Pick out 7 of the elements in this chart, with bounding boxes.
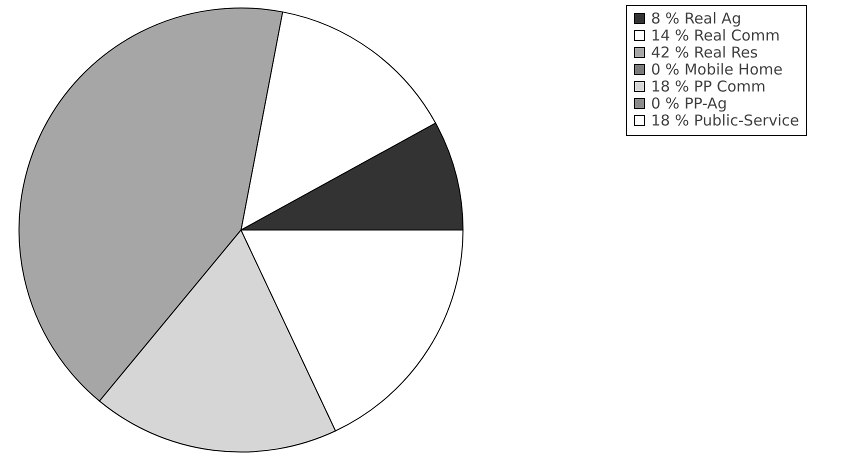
legend-label: 14 % Real Comm (651, 26, 780, 44)
legend-label: 8 % Real Ag (651, 10, 742, 28)
legend-label: 18 % PP Comm (651, 78, 766, 96)
legend-label: 18 % Public-Service (651, 112, 800, 130)
legend-label: 0 % PP-Ag (651, 94, 727, 112)
legend-label: 0 % Mobile Home (651, 60, 783, 78)
legend-label: 42 % Real Res (651, 44, 758, 62)
